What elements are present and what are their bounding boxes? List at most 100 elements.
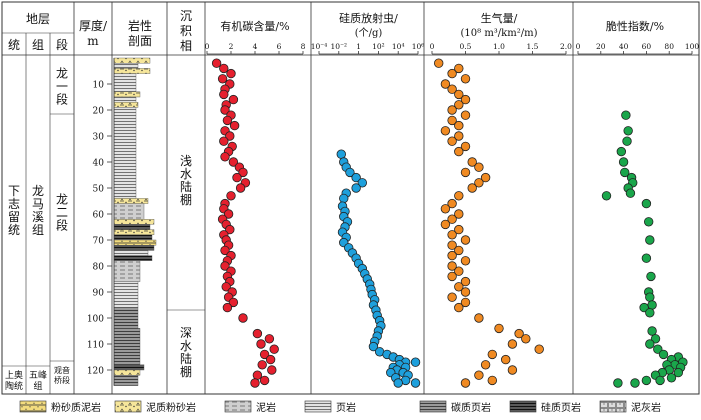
panel-tick-label: 0	[576, 42, 581, 51]
lithology-layer	[113, 198, 149, 204]
legend-item-carb: 碳质页岩	[419, 400, 491, 414]
panel-title-unit: (10⁸ m³/km²/m)	[461, 28, 538, 39]
legend-swatch	[304, 400, 332, 413]
data-point	[440, 79, 451, 89]
facies-shallow-label-char: 陆	[180, 179, 192, 194]
data-point	[235, 183, 246, 193]
data-point	[447, 105, 457, 115]
panel-tick-label: 20	[596, 42, 606, 51]
series-lower-label-char: 志	[8, 197, 20, 211]
lithology-layer	[113, 328, 141, 365]
series-lower-label-char: 统	[8, 223, 20, 237]
data-point	[655, 375, 665, 386]
data-point	[226, 68, 236, 79]
formation-longmaxi-label-char: 溪	[32, 210, 44, 224]
data-point	[351, 172, 361, 183]
data-point	[645, 308, 655, 318]
data-point	[219, 63, 229, 74]
data-point	[219, 136, 229, 146]
data-point	[447, 250, 457, 261]
data-point	[447, 115, 457, 126]
data-point	[630, 378, 640, 388]
data-point	[440, 126, 451, 136]
lithology-layer	[113, 281, 139, 308]
member-gy-line1: 观音	[54, 365, 70, 375]
lithology-layer	[113, 63, 139, 69]
panel-radiolaria: 硅质放射虫/ (个/g) 10⁻⁴ 10⁻² 1 10² 10⁴ 10⁶	[311, 11, 424, 388]
header-formation: 组	[32, 38, 44, 52]
lithology-layer	[113, 255, 153, 262]
legend-label: 泥岩	[256, 401, 276, 414]
data-point	[474, 162, 484, 172]
data-point	[357, 178, 368, 188]
data-point	[220, 261, 230, 271]
member-2-label: 龙二段	[56, 193, 68, 233]
panel-title-unit: (个/g)	[355, 27, 383, 39]
panel-tick-label: 1.5	[527, 42, 539, 51]
data-point	[339, 193, 349, 204]
data-point	[673, 367, 684, 378]
data-point	[223, 209, 234, 219]
data-point	[621, 110, 631, 120]
member-2-label-char: 二	[56, 206, 68, 220]
depth-tick-label: 70	[93, 237, 105, 247]
data-point	[460, 297, 471, 308]
facies-shallow-label-char: 水	[180, 167, 192, 181]
data-point	[219, 89, 229, 100]
depth-tick-label: 40	[93, 159, 105, 169]
legend-label: 粉砂质泥岩	[51, 401, 101, 414]
panel-title: 硅质放射虫/	[339, 11, 398, 25]
formation-longmaxi-label-char: 组	[32, 223, 44, 237]
data-point	[487, 375, 498, 386]
data-point	[410, 357, 421, 367]
lithology-layer	[113, 234, 153, 241]
header-facies-1: 沉	[180, 9, 192, 23]
panel-tick-label: 1	[356, 42, 361, 51]
data-point	[647, 326, 657, 336]
depth-tick-label: 100	[87, 315, 104, 325]
data-point	[454, 63, 464, 74]
legend-swatch	[224, 400, 252, 413]
data-point	[647, 300, 657, 310]
formation-wufeng-label: 五峰组	[29, 370, 47, 392]
facies-deep-label-char: 深	[180, 326, 192, 340]
lithology-layer	[113, 364, 145, 371]
lithology-layer	[113, 250, 149, 256]
data-point	[480, 360, 491, 370]
data-point	[259, 375, 270, 386]
data-point	[460, 276, 471, 287]
data-point	[460, 110, 471, 120]
data-point	[368, 341, 379, 352]
legend-item-silty: 粉砂质泥岩	[19, 400, 101, 414]
legend-swatch	[19, 400, 47, 413]
legend-label: 碳质页岩	[451, 401, 491, 414]
data-point	[601, 191, 612, 201]
legend-swatch	[419, 400, 447, 413]
data-point	[440, 219, 451, 230]
data-point	[501, 354, 511, 365]
data-point	[252, 328, 263, 339]
data-point	[454, 302, 464, 313]
data-point	[623, 126, 633, 136]
panel-brittle: 脆性指数/% 0 20 40 60 80 100	[576, 19, 699, 388]
member-1-label-char: 龙	[56, 67, 68, 81]
header-lithology-2: 剖面	[128, 34, 152, 48]
series-lower-label-char: 下	[8, 184, 20, 198]
lithology-layer	[113, 244, 155, 251]
formation-longmaxi-label-char: 马	[32, 197, 44, 211]
data-point	[447, 261, 457, 271]
depth-tick-label: 10	[93, 81, 105, 91]
header-facies-3: 相	[180, 39, 192, 53]
member-1-label: 龙一段	[56, 67, 68, 107]
data-point	[232, 172, 242, 183]
data-point	[238, 167, 248, 178]
panel-toc: 有机碳含量/% 0 2 4 6 8	[205, 19, 306, 388]
panel-tick-label: 0	[430, 42, 435, 51]
data-point	[521, 334, 531, 344]
data-point	[454, 266, 464, 276]
data-point	[454, 191, 464, 201]
data-point	[467, 157, 477, 167]
lithology-layer	[113, 224, 151, 230]
